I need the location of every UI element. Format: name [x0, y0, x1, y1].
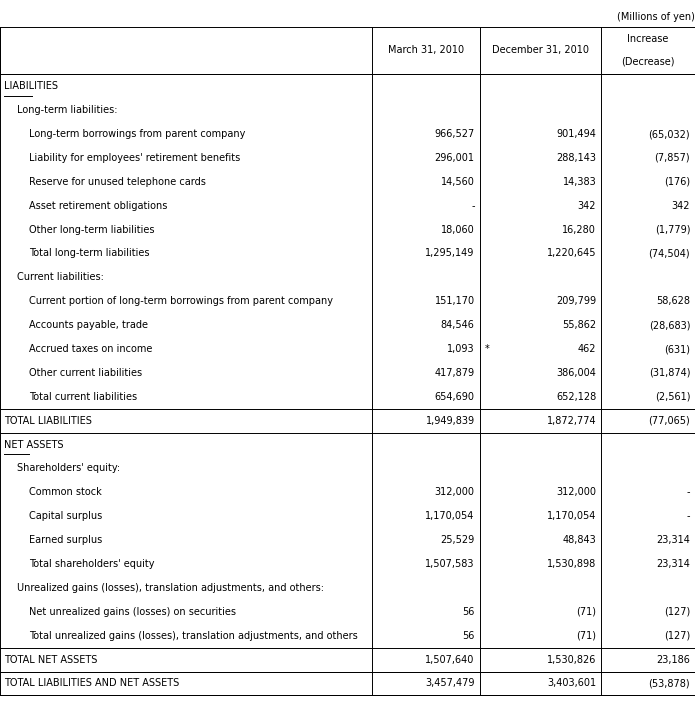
Text: 16,280: 16,280	[562, 224, 596, 235]
Text: 23,314: 23,314	[656, 559, 690, 569]
Text: 1,530,826: 1,530,826	[547, 655, 596, 665]
Text: Total unrealized gains (losses), translation adjustments, and others: Total unrealized gains (losses), transla…	[29, 631, 358, 641]
Text: Increase: Increase	[628, 34, 669, 44]
Text: (2,561): (2,561)	[655, 392, 690, 402]
Text: 1,872,774: 1,872,774	[547, 416, 596, 426]
Text: 209,799: 209,799	[556, 297, 596, 306]
Text: Asset retirement obligations: Asset retirement obligations	[29, 200, 167, 211]
Text: Accounts payable, trade: Accounts payable, trade	[29, 320, 148, 330]
Text: -: -	[687, 511, 690, 522]
Bar	[0, 27, 695, 74]
Text: *: *	[485, 344, 490, 354]
Text: TOTAL LIABILITIES: TOTAL LIABILITIES	[4, 416, 92, 426]
Text: (1,779): (1,779)	[655, 224, 690, 235]
Text: Other long-term liabilities: Other long-term liabilities	[29, 224, 155, 235]
Text: (77,065): (77,065)	[648, 416, 690, 426]
Text: NET ASSETS: NET ASSETS	[4, 440, 64, 449]
Text: 386,004: 386,004	[557, 368, 596, 378]
Text: 652,128: 652,128	[556, 392, 596, 402]
Text: Shareholders' equity:: Shareholders' equity:	[17, 463, 120, 473]
Text: Common stock: Common stock	[29, 487, 102, 497]
Text: 48,843: 48,843	[562, 535, 596, 545]
Text: (127): (127)	[664, 607, 690, 617]
Text: (127): (127)	[664, 631, 690, 641]
Text: Current portion of long-term borrowings from parent company: Current portion of long-term borrowings …	[29, 297, 333, 306]
Text: Liability for employees' retirement benefits: Liability for employees' retirement bene…	[29, 153, 240, 163]
Text: 14,560: 14,560	[441, 177, 475, 186]
Text: (53,878): (53,878)	[648, 679, 690, 688]
Text: 25,529: 25,529	[441, 535, 475, 545]
Text: Unrealized gains (losses), translation adjustments, and others:: Unrealized gains (losses), translation a…	[17, 583, 324, 593]
Text: (28,683): (28,683)	[648, 320, 690, 330]
Text: 1,949,839: 1,949,839	[425, 416, 475, 426]
Text: (65,032): (65,032)	[648, 129, 690, 139]
Text: 312,000: 312,000	[434, 487, 475, 497]
Text: 288,143: 288,143	[556, 153, 596, 163]
Text: 1,170,054: 1,170,054	[547, 511, 596, 522]
Text: 18,060: 18,060	[441, 224, 475, 235]
Text: 1,507,583: 1,507,583	[425, 559, 475, 569]
Text: LIABILITIES: LIABILITIES	[4, 81, 58, 91]
Text: 1,507,640: 1,507,640	[425, 655, 475, 665]
Text: (71): (71)	[576, 607, 596, 617]
Text: (Millions of yen): (Millions of yen)	[617, 12, 695, 22]
Text: Capital surplus: Capital surplus	[29, 511, 102, 522]
Text: March 31, 2010: March 31, 2010	[388, 46, 464, 55]
Text: 23,314: 23,314	[656, 535, 690, 545]
Text: 1,530,898: 1,530,898	[547, 559, 596, 569]
Text: 56: 56	[462, 607, 475, 617]
Text: Reserve for unused telephone cards: Reserve for unused telephone cards	[29, 177, 206, 186]
Text: Accrued taxes on income: Accrued taxes on income	[29, 344, 153, 354]
Text: 58,628: 58,628	[656, 297, 690, 306]
Text: Current liabilities:: Current liabilities:	[17, 273, 104, 283]
Text: 342: 342	[671, 200, 690, 211]
Text: 462: 462	[578, 344, 596, 354]
Text: 3,457,479: 3,457,479	[425, 679, 475, 688]
Text: (Decrease): (Decrease)	[621, 57, 675, 67]
Text: Earned surplus: Earned surplus	[29, 535, 102, 545]
Text: 342: 342	[578, 200, 596, 211]
Text: 296,001: 296,001	[434, 153, 475, 163]
Text: 1,093: 1,093	[447, 344, 475, 354]
Text: 151,170: 151,170	[434, 297, 475, 306]
Text: Net unrealized gains (losses) on securities: Net unrealized gains (losses) on securit…	[29, 607, 236, 617]
Text: Long-term borrowings from parent company: Long-term borrowings from parent company	[29, 129, 245, 139]
Text: 1,170,054: 1,170,054	[425, 511, 475, 522]
Text: 901,494: 901,494	[557, 129, 596, 139]
Text: (176): (176)	[664, 177, 690, 186]
Text: (631): (631)	[664, 344, 690, 354]
Text: (74,504): (74,504)	[648, 248, 690, 259]
Text: (71): (71)	[576, 631, 596, 641]
Text: (31,874): (31,874)	[648, 368, 690, 378]
Text: TOTAL LIABILITIES AND NET ASSETS: TOTAL LIABILITIES AND NET ASSETS	[4, 679, 179, 688]
Text: -: -	[687, 487, 690, 497]
Text: (7,857): (7,857)	[655, 153, 690, 163]
Text: 56: 56	[462, 631, 475, 641]
Text: Other current liabilities: Other current liabilities	[29, 368, 142, 378]
Text: Total shareholders' equity: Total shareholders' equity	[29, 559, 155, 569]
Text: 312,000: 312,000	[556, 487, 596, 497]
Text: 1,220,645: 1,220,645	[547, 248, 596, 259]
Text: 14,383: 14,383	[562, 177, 596, 186]
Text: 417,879: 417,879	[434, 368, 475, 378]
Text: 966,527: 966,527	[434, 129, 475, 139]
Text: 84,546: 84,546	[441, 320, 475, 330]
Text: Total current liabilities: Total current liabilities	[29, 392, 138, 402]
Text: 55,862: 55,862	[562, 320, 596, 330]
Text: 23,186: 23,186	[656, 655, 690, 665]
Text: -: -	[471, 200, 475, 211]
Text: December 31, 2010: December 31, 2010	[492, 46, 589, 55]
Text: 654,690: 654,690	[434, 392, 475, 402]
Text: TOTAL NET ASSETS: TOTAL NET ASSETS	[4, 655, 97, 665]
Text: Long-term liabilities:: Long-term liabilities:	[17, 105, 117, 115]
Text: 1,295,149: 1,295,149	[425, 248, 475, 259]
Text: 3,403,601: 3,403,601	[547, 679, 596, 688]
Text: Total long-term liabilities: Total long-term liabilities	[29, 248, 149, 259]
